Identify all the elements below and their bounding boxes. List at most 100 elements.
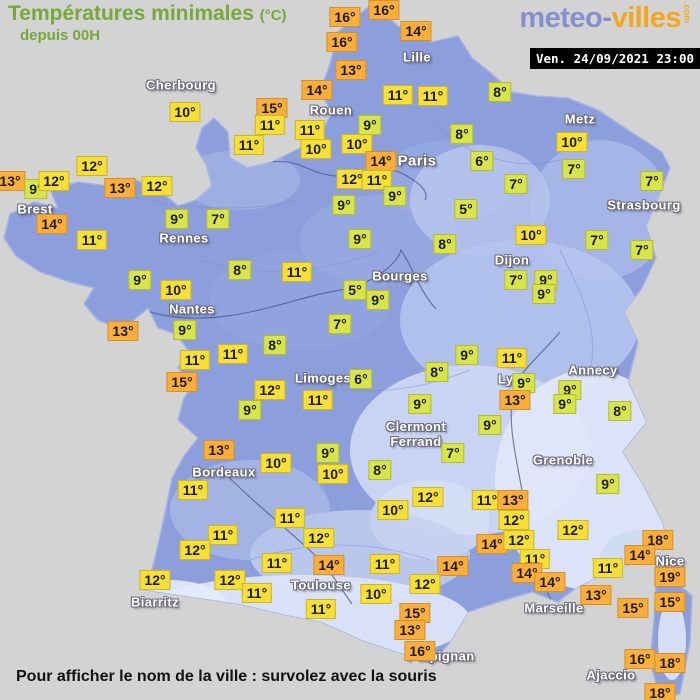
meteo-villes-logo[interactable]: meteo-villes.com bbox=[519, 2, 692, 35]
temp-badge[interactable]: 12° bbox=[38, 171, 70, 191]
temp-badge[interactable]: 8° bbox=[450, 124, 474, 144]
temp-badge[interactable]: 12° bbox=[141, 176, 173, 196]
temp-badge[interactable]: 11° bbox=[76, 230, 108, 250]
temp-badge[interactable]: 6° bbox=[470, 151, 494, 171]
temp-badge[interactable]: 10° bbox=[260, 453, 292, 473]
temp-badge[interactable]: 13° bbox=[394, 620, 426, 640]
temp-badge[interactable]: 7° bbox=[562, 159, 586, 179]
temp-badge[interactable]: 12° bbox=[139, 570, 171, 590]
temp-badge[interactable]: 11° bbox=[592, 558, 624, 578]
temp-badge[interactable]: 11° bbox=[471, 490, 503, 510]
temp-badge[interactable]: 15° bbox=[256, 98, 288, 118]
temp-badge[interactable]: 11° bbox=[217, 344, 249, 364]
temp-badge[interactable]: 7° bbox=[206, 209, 230, 229]
temp-badge[interactable]: 5° bbox=[343, 280, 367, 300]
temp-badge[interactable]: 9° bbox=[358, 115, 382, 135]
temp-badge[interactable]: 10° bbox=[341, 134, 373, 154]
temp-badge[interactable]: 10° bbox=[160, 280, 192, 300]
temp-badge[interactable]: 7° bbox=[504, 174, 528, 194]
temp-badge[interactable]: 9° bbox=[383, 186, 407, 206]
temp-badge[interactable]: 10° bbox=[377, 500, 409, 520]
temp-badge[interactable]: 7° bbox=[441, 443, 465, 463]
temp-badge[interactable]: 9° bbox=[316, 443, 340, 463]
temp-badge[interactable]: 11° bbox=[382, 85, 414, 105]
temp-badge[interactable]: 9° bbox=[128, 270, 152, 290]
temp-badge[interactable]: 16° bbox=[624, 649, 656, 669]
temp-badge[interactable]: 10° bbox=[317, 464, 349, 484]
temp-badge[interactable]: 7° bbox=[504, 270, 528, 290]
temp-badge[interactable]: 11° bbox=[261, 553, 293, 573]
temp-badge[interactable]: 14° bbox=[534, 572, 566, 592]
temp-badge[interactable]: 16° bbox=[326, 32, 358, 52]
temp-badge[interactable]: 9° bbox=[532, 284, 556, 304]
temp-badge[interactable]: 12° bbox=[303, 528, 335, 548]
temp-badge[interactable]: 14° bbox=[301, 80, 333, 100]
temp-badge[interactable]: 12° bbox=[412, 487, 444, 507]
temp-badge[interactable]: 10° bbox=[300, 139, 332, 159]
temp-badge[interactable]: 12° bbox=[498, 510, 530, 530]
temp-badge[interactable]: 11° bbox=[241, 583, 273, 603]
temp-badge[interactable]: 16° bbox=[368, 0, 400, 20]
temp-badge[interactable]: 18° bbox=[642, 530, 674, 550]
temp-badge[interactable]: 11° bbox=[496, 348, 528, 368]
temp-badge[interactable]: 16° bbox=[329, 7, 361, 27]
temp-badge[interactable]: 13° bbox=[580, 585, 612, 605]
temp-badge[interactable]: 12° bbox=[254, 380, 286, 400]
temp-badge[interactable]: 11° bbox=[361, 170, 393, 190]
temp-badge[interactable]: 12° bbox=[557, 520, 589, 540]
temp-badge[interactable]: 9° bbox=[173, 320, 197, 340]
temp-badge[interactable]: 11° bbox=[302, 390, 334, 410]
temp-badge[interactable]: 9° bbox=[455, 345, 479, 365]
temp-badge[interactable]: 9° bbox=[332, 195, 356, 215]
temp-badge[interactable]: 18° bbox=[654, 653, 686, 673]
temp-badge[interactable]: 11° bbox=[177, 480, 209, 500]
temp-badge[interactable]: 8° bbox=[368, 460, 392, 480]
temp-badge[interactable]: 13° bbox=[335, 60, 367, 80]
temp-badge[interactable]: 8° bbox=[488, 82, 512, 102]
temp-badge[interactable]: 5° bbox=[454, 199, 478, 219]
temp-badge[interactable]: 6° bbox=[349, 369, 373, 389]
temp-badge[interactable]: 11° bbox=[207, 525, 239, 545]
temp-badge[interactable]: 11° bbox=[274, 508, 306, 528]
temp-badge[interactable]: 13° bbox=[499, 390, 531, 410]
temp-badge[interactable]: 12° bbox=[409, 574, 441, 594]
temp-badge[interactable]: 19° bbox=[654, 567, 686, 587]
temp-badge[interactable]: 10° bbox=[169, 102, 201, 122]
temp-badge[interactable]: 11° bbox=[369, 554, 401, 574]
temp-badge[interactable]: 15° bbox=[166, 372, 198, 392]
temp-badge[interactable]: 11° bbox=[417, 86, 449, 106]
temp-badge[interactable]: 10° bbox=[360, 584, 392, 604]
temp-badge[interactable]: 11° bbox=[281, 262, 313, 282]
temp-badge[interactable]: 9° bbox=[366, 290, 390, 310]
temp-badge[interactable]: 13° bbox=[203, 440, 235, 460]
temp-badge[interactable]: 7° bbox=[328, 314, 352, 334]
temp-badge[interactable]: 14° bbox=[437, 556, 469, 576]
temp-badge[interactable]: 8° bbox=[228, 260, 252, 280]
temp-badge[interactable]: 12° bbox=[214, 570, 246, 590]
temp-badge[interactable]: 16° bbox=[404, 641, 436, 661]
temp-badge[interactable]: 12° bbox=[179, 540, 211, 560]
temp-badge[interactable]: 18° bbox=[644, 683, 676, 700]
temp-badge[interactable]: 11° bbox=[254, 115, 286, 135]
temp-badge[interactable]: 11° bbox=[294, 120, 326, 140]
temp-badge[interactable]: 9° bbox=[165, 209, 189, 229]
temp-badge[interactable]: 14° bbox=[36, 214, 68, 234]
temp-badge[interactable]: 13° bbox=[497, 490, 529, 510]
temp-badge[interactable]: 14° bbox=[476, 534, 508, 554]
temp-badge[interactable]: 12° bbox=[503, 530, 535, 550]
temp-badge[interactable]: 9° bbox=[553, 394, 577, 414]
temp-badge[interactable]: 14° bbox=[624, 545, 656, 565]
temp-badge[interactable]: 12° bbox=[76, 156, 108, 176]
temp-badge[interactable]: 9° bbox=[478, 415, 502, 435]
temp-badge[interactable]: 11° bbox=[305, 599, 337, 619]
temp-badge[interactable]: 14° bbox=[400, 21, 432, 41]
temp-badge[interactable]: 8° bbox=[263, 335, 287, 355]
temp-badge[interactable]: 9° bbox=[238, 400, 262, 420]
temp-badge[interactable]: 7° bbox=[585, 230, 609, 250]
temp-badge[interactable]: 14° bbox=[313, 555, 345, 575]
temp-badge[interactable]: 11° bbox=[179, 350, 211, 370]
temp-badge[interactable]: 8° bbox=[608, 401, 632, 421]
temp-badge[interactable]: 8° bbox=[433, 234, 457, 254]
temp-badge[interactable]: 9° bbox=[408, 394, 432, 414]
temp-badge[interactable]: 15° bbox=[654, 592, 686, 612]
